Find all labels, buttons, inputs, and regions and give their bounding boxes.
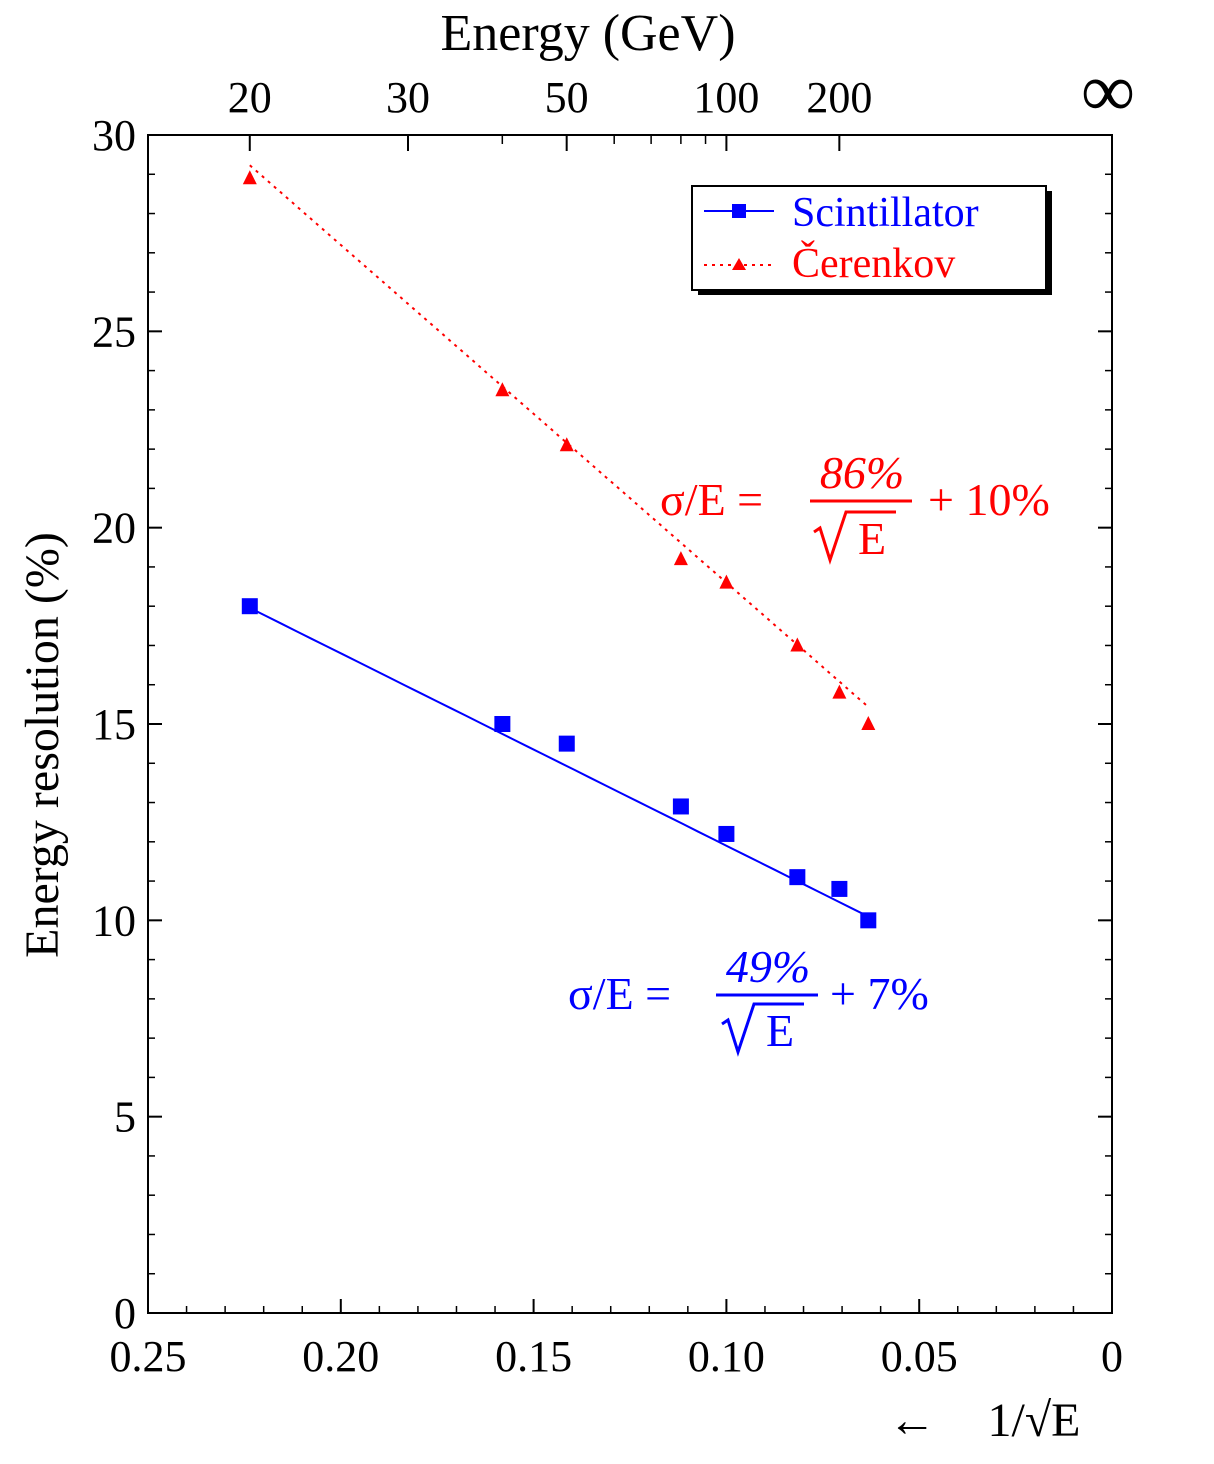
- x-tick-label: 0.25: [110, 1332, 187, 1381]
- top-axis-title: Energy (GeV): [440, 5, 735, 62]
- series-scintillator: [241, 598, 877, 929]
- data-point-triangle: [832, 684, 847, 699]
- x-tick-label: 0.15: [495, 1332, 572, 1381]
- data-point-square: [558, 735, 575, 752]
- scintillator-formula-lhs: σ/E =: [568, 968, 671, 1019]
- x-axis-title-text: 1/√E: [988, 1394, 1081, 1447]
- x-tick-label: 0: [1101, 1332, 1123, 1381]
- legend-marker-scintillator: [732, 204, 746, 218]
- data-point-square: [860, 912, 877, 929]
- top-tick-label: ∞: [1081, 49, 1135, 133]
- data-point-square: [672, 798, 689, 815]
- y-tick-label: 5: [114, 1093, 136, 1142]
- cerenkov-formula-numerator: 86%: [820, 447, 904, 498]
- data-point-triangle: [861, 716, 876, 730]
- x-axis-title: ← 1/√E: [888, 1394, 1081, 1447]
- fit-line: [249, 164, 869, 708]
- y-tick-label: 30: [92, 111, 136, 160]
- scintillator-formula: σ/E = 49% E + 7%: [568, 941, 929, 1057]
- data-point-square: [718, 825, 735, 842]
- x-tick-label: 0.20: [302, 1332, 379, 1381]
- top-tick-label: 20: [228, 73, 272, 122]
- data-point-triangle: [559, 437, 574, 452]
- scintillator-formula-suffix: + 7%: [830, 968, 929, 1019]
- top-tick-label: 200: [806, 73, 872, 122]
- data-point-triangle: [719, 574, 734, 589]
- y-tick-label: 20: [92, 504, 136, 553]
- data-point-square: [831, 880, 848, 897]
- legend-label-cerenkov: Čerenkov: [792, 240, 955, 287]
- data-point-square: [789, 869, 806, 886]
- x-axis-arrow: ←: [888, 1394, 936, 1447]
- series-layer: [241, 164, 877, 929]
- top-tick-label: 30: [386, 73, 430, 122]
- top-tick-label: 100: [693, 73, 759, 122]
- legend: Scintillator Čerenkov: [691, 185, 1052, 295]
- fit-line: [249, 607, 869, 918]
- legend-label-scintillator: Scintillator: [792, 190, 979, 236]
- y-tick-label: 15: [92, 700, 136, 749]
- series-cerenkov: [242, 164, 876, 730]
- y-tick-label: 0: [114, 1289, 136, 1338]
- legend-marker-cerenkov: [732, 258, 746, 270]
- y-axis-title: Energy resolution (%): [16, 532, 69, 958]
- data-point-triangle: [242, 170, 257, 185]
- data-point-triangle: [673, 551, 688, 566]
- y-tick-label: 10: [92, 896, 136, 945]
- cerenkov-formula: σ/E = 86% E + 10%: [660, 447, 1050, 565]
- y-tick-label: 25: [92, 307, 136, 356]
- cerenkov-formula-suffix: + 10%: [928, 474, 1050, 525]
- cerenkov-formula-sqrt-icon: [813, 510, 896, 565]
- cerenkov-formula-denominator: E: [858, 513, 886, 564]
- x-tick-label: 0.10: [688, 1332, 765, 1381]
- plot-frame: [147, 134, 1113, 1314]
- scintillator-formula-denominator: E: [766, 1005, 794, 1056]
- scintillator-formula-numerator: 49%: [726, 941, 810, 992]
- axes: 0.25 0.20 0.15 0.10 0.05 0 0 5 10 15 20 25 30 20 30 50 1…: [92, 49, 1135, 1381]
- data-point-triangle: [790, 637, 805, 652]
- data-point-square: [494, 716, 511, 732]
- x-tick-label: 0.05: [881, 1332, 958, 1381]
- cerenkov-formula-lhs: σ/E =: [660, 474, 763, 525]
- scintillator-formula-sqrt-icon: [721, 1002, 804, 1057]
- legend-box: [691, 185, 1047, 291]
- data-point-square: [241, 598, 258, 615]
- data-point-triangle: [495, 382, 510, 397]
- top-tick-label: 50: [545, 73, 589, 122]
